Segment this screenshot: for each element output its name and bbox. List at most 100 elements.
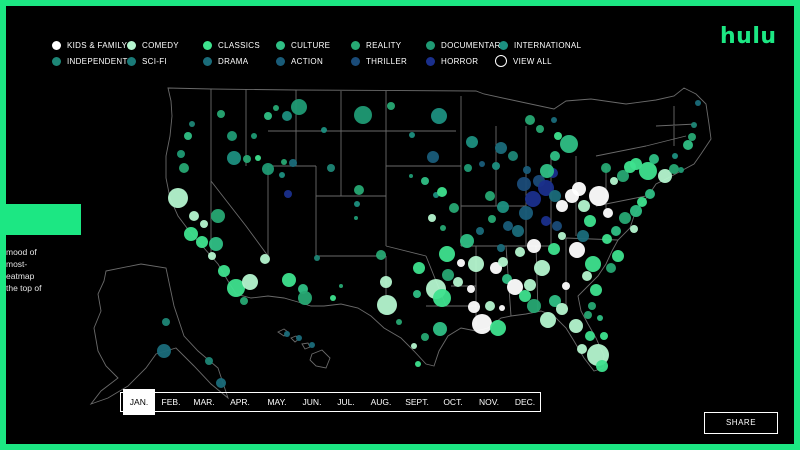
heatmap-bubble[interactable] bbox=[449, 203, 459, 213]
heatmap-bubble[interactable] bbox=[216, 378, 226, 388]
heatmap-bubble[interactable] bbox=[339, 284, 343, 288]
heatmap-bubble[interactable] bbox=[525, 115, 535, 125]
heatmap-bubble[interactable] bbox=[669, 164, 679, 174]
heatmap-bubble[interactable] bbox=[255, 155, 261, 161]
heatmap-bubble[interactable] bbox=[556, 303, 568, 315]
heatmap-bubble[interactable] bbox=[189, 121, 195, 127]
month-tab-feb[interactable]: FEB. bbox=[161, 397, 181, 407]
side-panel-accent[interactable] bbox=[6, 204, 81, 235]
heatmap-bubble[interactable] bbox=[409, 174, 413, 178]
month-tab-may[interactable]: MAY. bbox=[267, 397, 287, 407]
heatmap-bubble[interactable] bbox=[548, 243, 560, 255]
heatmap-bubble[interactable] bbox=[585, 256, 601, 272]
heatmap-bubble[interactable] bbox=[582, 271, 592, 281]
heatmap-bubble[interactable] bbox=[415, 361, 421, 367]
heatmap-bubble[interactable] bbox=[492, 162, 500, 170]
heatmap-bubble[interactable] bbox=[691, 122, 697, 128]
heatmap-bubble[interactable] bbox=[603, 208, 613, 218]
heatmap-bubble[interactable] bbox=[218, 265, 230, 277]
heatmap-bubble[interactable] bbox=[597, 315, 603, 321]
heatmap-bubble[interactable] bbox=[503, 221, 513, 231]
legend-item-horror[interactable]: HORROR bbox=[426, 54, 478, 68]
heatmap-bubble[interactable] bbox=[281, 159, 287, 165]
month-tab-sept[interactable]: SEPT. bbox=[405, 397, 429, 407]
legend-item-international[interactable]: INTERNATIONAL bbox=[499, 38, 581, 52]
heatmap-bubble[interactable] bbox=[457, 259, 465, 267]
heatmap-bubble[interactable] bbox=[519, 206, 533, 220]
heatmap-bubble[interactable] bbox=[577, 230, 589, 242]
heatmap-bubble[interactable] bbox=[396, 319, 402, 325]
heatmap-bubble[interactable] bbox=[499, 305, 505, 311]
heatmap-bubble[interactable] bbox=[387, 102, 395, 110]
heatmap-bubble[interactable] bbox=[562, 282, 570, 290]
heatmap-bubble[interactable] bbox=[525, 191, 541, 207]
heatmap-bubble[interactable] bbox=[421, 333, 429, 341]
heatmap-bubble[interactable] bbox=[472, 314, 492, 334]
legend-item-action[interactable]: ACTION bbox=[276, 54, 323, 68]
heatmap-bubble[interactable] bbox=[464, 164, 472, 172]
heatmap-bubble[interactable] bbox=[485, 301, 495, 311]
heatmap-bubble[interactable] bbox=[584, 215, 596, 227]
heatmap-bubble[interactable] bbox=[184, 132, 192, 140]
heatmap-bubble[interactable] bbox=[284, 331, 290, 337]
heatmap-bubble[interactable] bbox=[649, 154, 659, 164]
heatmap-bubble[interactable] bbox=[612, 250, 624, 262]
heatmap-bubble[interactable] bbox=[298, 291, 312, 305]
heatmap-bubble[interactable] bbox=[497, 244, 505, 252]
heatmap-bubble[interactable] bbox=[630, 225, 638, 233]
heatmap-bubble[interactable] bbox=[209, 237, 223, 251]
month-tab-jun[interactable]: JUN. bbox=[302, 397, 322, 407]
heatmap-bubble[interactable] bbox=[437, 187, 447, 197]
heatmap-bubble[interactable] bbox=[695, 100, 701, 106]
legend-item-sci-fi[interactable]: SCI-FI bbox=[127, 54, 167, 68]
legend-item-independent[interactable]: INDEPENDENT bbox=[52, 54, 128, 68]
heatmap-bubble[interactable] bbox=[540, 312, 556, 328]
heatmap-bubble[interactable] bbox=[321, 127, 327, 133]
heatmap-bubble[interactable] bbox=[428, 214, 436, 222]
heatmap-bubble[interactable] bbox=[617, 170, 629, 182]
heatmap-bubble[interactable] bbox=[479, 161, 485, 167]
heatmap-bubble[interactable] bbox=[524, 279, 536, 291]
heatmap-bubble[interactable] bbox=[540, 164, 554, 178]
heatmap-bubble[interactable] bbox=[211, 209, 225, 223]
heatmap-bubble[interactable] bbox=[549, 190, 561, 202]
heatmap-bubble[interactable] bbox=[184, 227, 198, 241]
heatmap-bubble[interactable] bbox=[264, 112, 272, 120]
heatmap-bubble[interactable] bbox=[527, 299, 541, 313]
heatmap-bubble[interactable] bbox=[577, 344, 587, 354]
heatmap-bubble[interactable] bbox=[515, 247, 525, 257]
month-tab-dec[interactable]: DEC. bbox=[514, 397, 536, 407]
heatmap-bubble[interactable] bbox=[468, 301, 480, 313]
heatmap-bubble[interactable] bbox=[354, 106, 372, 124]
heatmap-bubble[interactable] bbox=[279, 172, 285, 178]
heatmap-bubble[interactable] bbox=[497, 201, 509, 213]
heatmap-bubble[interactable] bbox=[630, 205, 642, 217]
heatmap-bubble[interactable] bbox=[466, 136, 478, 148]
heatmap-bubble[interactable] bbox=[600, 332, 608, 340]
heatmap-bubble[interactable] bbox=[196, 236, 208, 248]
heatmap-bubble[interactable] bbox=[601, 163, 611, 173]
heatmap-bubble[interactable] bbox=[683, 140, 693, 150]
heatmap-bubble[interactable] bbox=[630, 158, 642, 170]
heatmap-bubble[interactable] bbox=[468, 256, 484, 272]
heatmap-bubble[interactable] bbox=[157, 344, 171, 358]
heatmap-bubble[interactable] bbox=[606, 263, 616, 273]
heatmap-bubble[interactable] bbox=[512, 225, 524, 237]
heatmap-bubble[interactable] bbox=[243, 155, 251, 163]
heatmap-bubble[interactable] bbox=[282, 273, 296, 287]
heatmap-bubble[interactable] bbox=[527, 239, 541, 253]
heatmap-bubble[interactable] bbox=[639, 162, 657, 180]
month-tab-jul[interactable]: JUL. bbox=[337, 397, 355, 407]
heatmap-bubble[interactable] bbox=[162, 318, 170, 326]
legend-item-view-all[interactable]: VIEW ALL bbox=[495, 54, 552, 68]
heatmap-bubble[interactable] bbox=[284, 190, 292, 198]
heatmap-bubble[interactable] bbox=[168, 188, 188, 208]
heatmap-bubble[interactable] bbox=[534, 260, 550, 276]
heatmap-bubble[interactable] bbox=[440, 225, 446, 231]
heatmap-bubble[interactable] bbox=[558, 232, 566, 240]
heatmap-bubble[interactable] bbox=[541, 216, 551, 226]
heatmap-bubble[interactable] bbox=[262, 163, 274, 175]
heatmap-bubble[interactable] bbox=[596, 360, 608, 372]
heatmap-bubble[interactable] bbox=[330, 295, 336, 301]
legend-item-kids-family[interactable]: KIDS & FAMILY bbox=[52, 38, 127, 52]
